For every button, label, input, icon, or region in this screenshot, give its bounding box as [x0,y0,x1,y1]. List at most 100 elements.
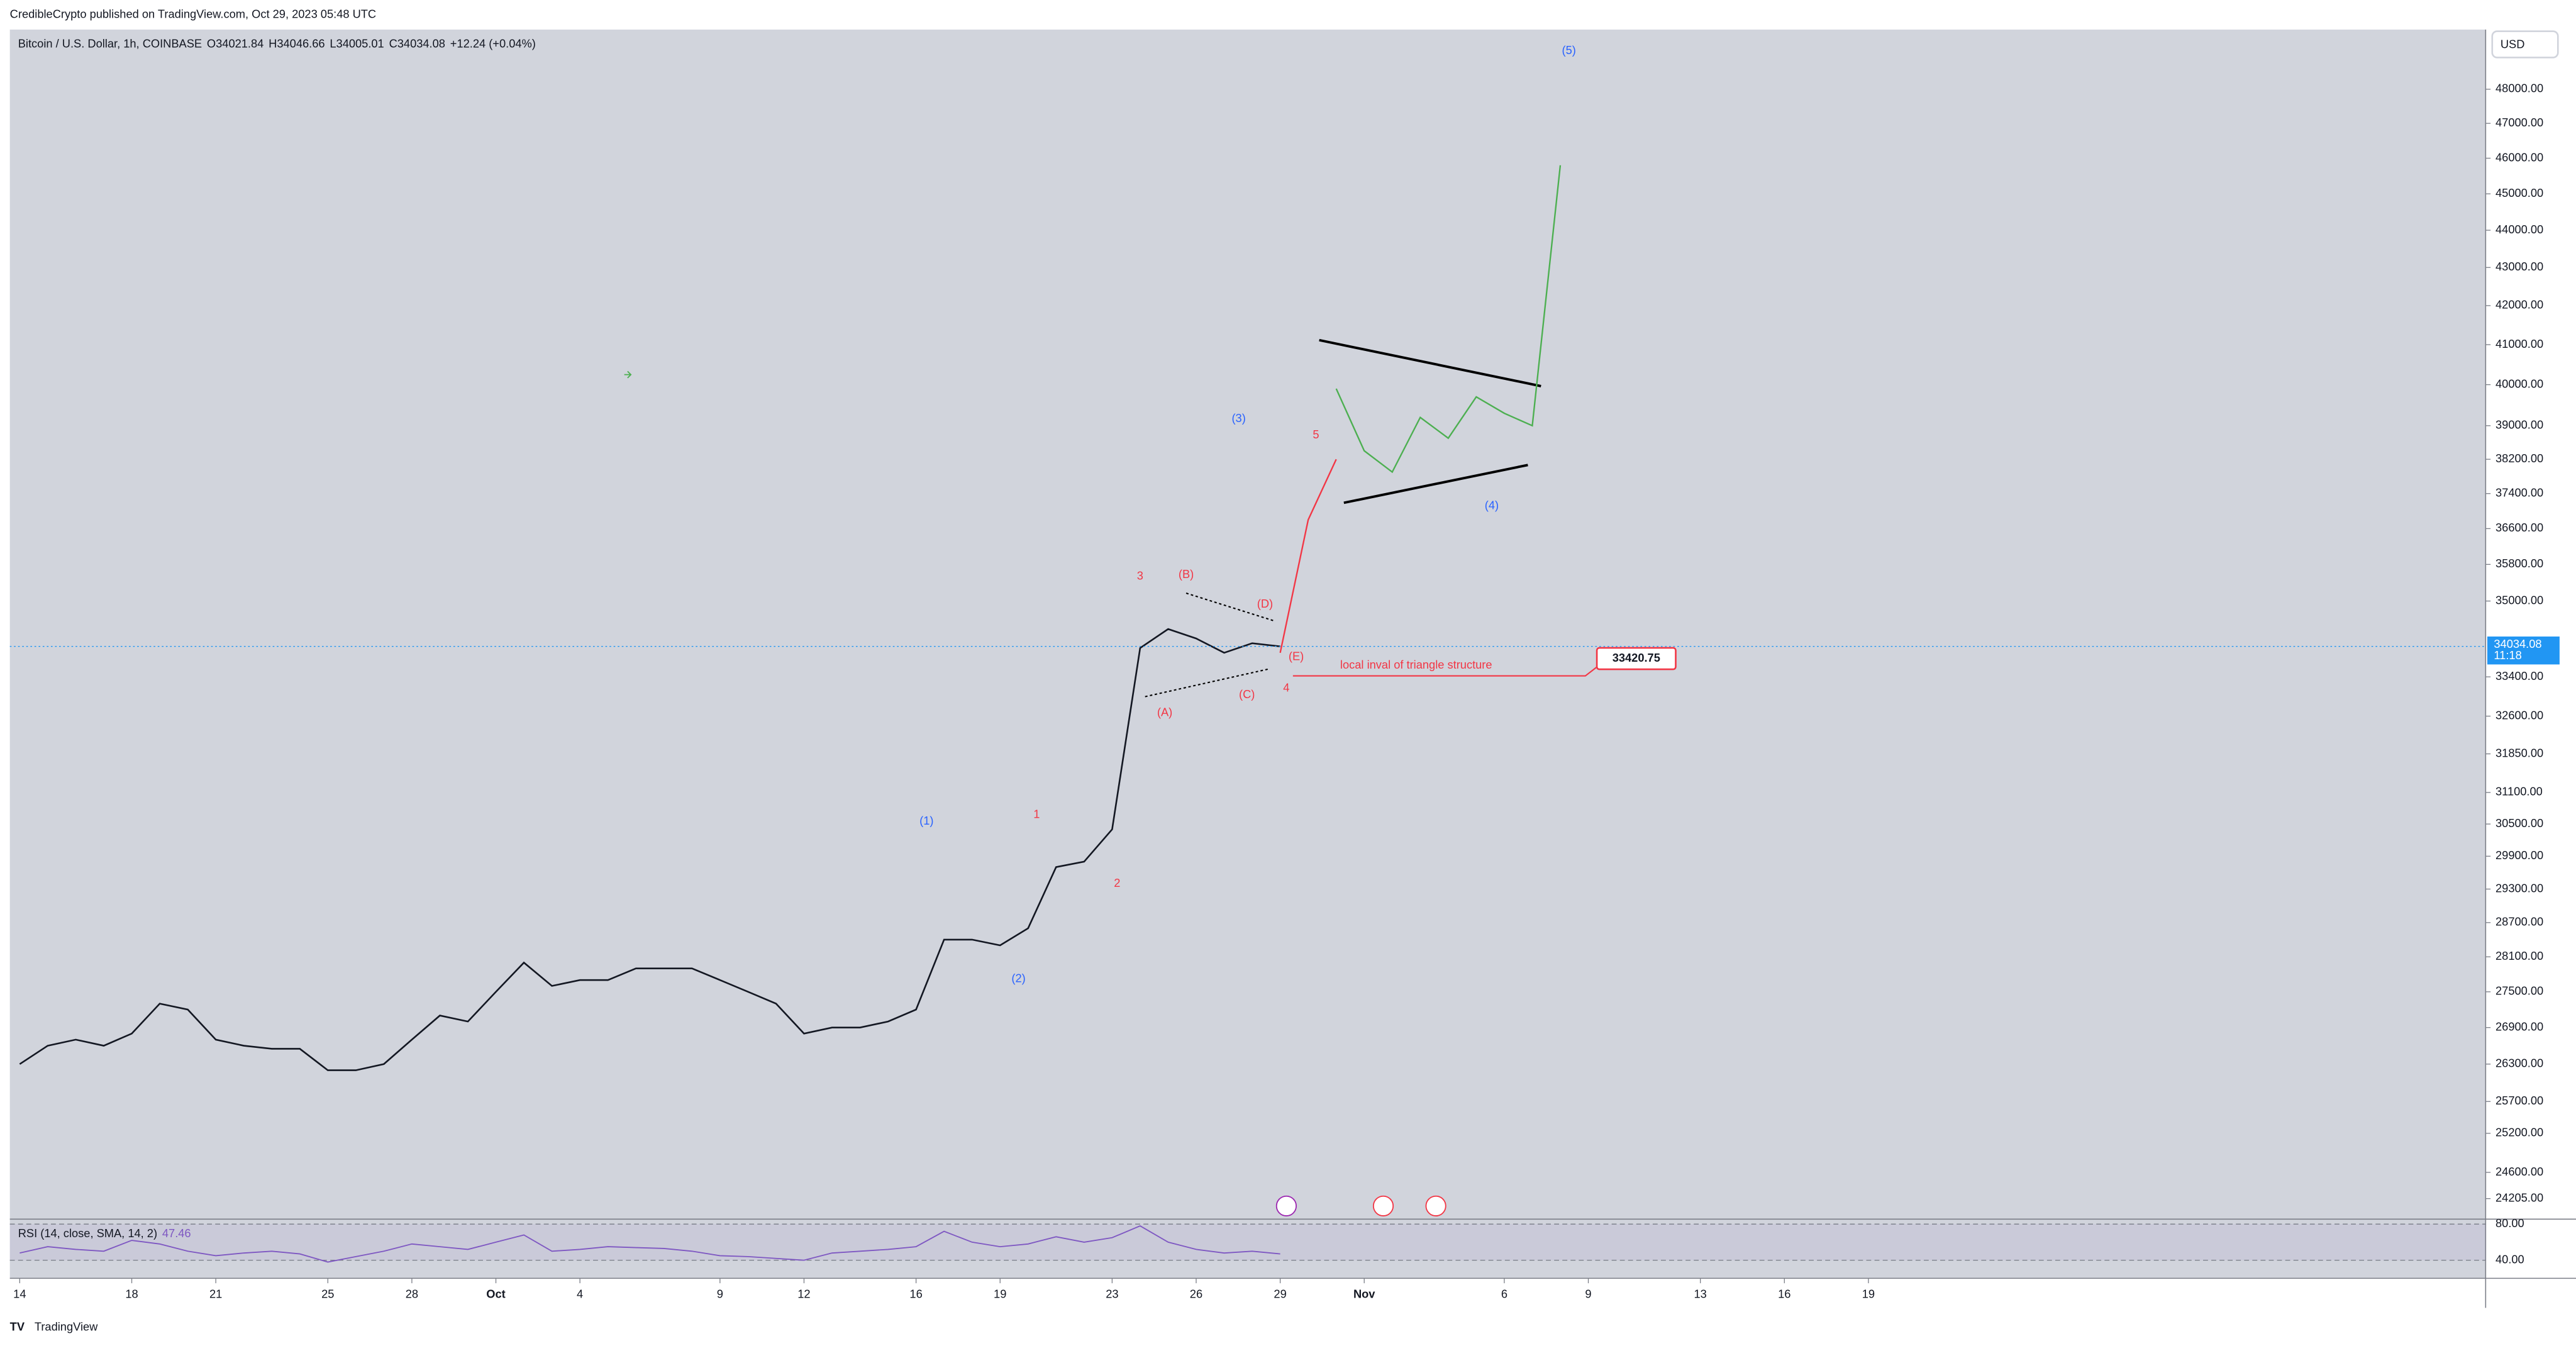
wave-label: 3 [1137,569,1143,582]
event-icon[interactable] [1275,1195,1297,1216]
ohlc: +12.24 (+0.04%) [450,36,536,50]
y-tick-label: 35800.00 [2496,557,2543,570]
y-tick-label: 47000.00 [2496,116,2543,129]
countdown: 11:18 [2494,648,2521,662]
footer: TradingView [35,1320,98,1333]
ohlc: H34046.66 [269,36,325,50]
line [1335,165,1562,474]
wave-label: (C) [1239,687,1255,701]
triangle-line [1145,668,1270,698]
x-tick-label: 29 [1274,1287,1286,1300]
line [1279,459,1337,654]
triangle-line [1319,338,1541,387]
wave-label: 4 [1283,681,1289,694]
rsi-tick-label: 80.00 [2496,1216,2524,1230]
y-tick-label: 44000.00 [2496,223,2543,236]
wave-label: (3) [1231,411,1245,425]
x-tick-label: 4 [577,1287,583,1300]
x-tick-label: Nov [1353,1287,1375,1300]
x-tick-label: 28 [406,1287,418,1300]
x-tick-label: 23 [1106,1287,1118,1300]
y-tick-label: 45000.00 [2496,186,2543,199]
wave-label: (B) [1179,567,1194,581]
y-tick-label: 31100.00 [2496,785,2543,798]
y-tick-label: 24600.00 [2496,1165,2543,1178]
rsi-legend: RSI (14, close, SMA, 14, 2) 47.46 [18,1226,191,1240]
y-tick-label: 28100.00 [2496,949,2543,962]
x-tick-label: 19 [994,1287,1006,1300]
inval-box [1596,647,1677,670]
line [19,1225,1280,1263]
rsi-title: RSI (14, close, SMA, 14, 2) [18,1226,157,1240]
wave-label: (D) [1257,597,1273,610]
arrow-icon [624,370,632,379]
wave-label: (1) [919,814,933,827]
ohlc: L34005.01 [330,36,384,50]
y-tick-label: 35000.00 [2496,593,2543,606]
rsi-tick-label: 40.00 [2496,1252,2524,1265]
currency[interactable]: USD [2501,38,2525,51]
x-tick-label: 26 [1190,1287,1202,1300]
x-tick-label: 6 [1501,1287,1507,1300]
ohlc: O34021.84 [207,36,264,50]
price-tag-label: 34034.08 [2494,637,2541,650]
x-tick-label: 18 [125,1287,138,1300]
x-tick-label: Oct [486,1287,505,1300]
event-icon[interactable] [1372,1195,1394,1216]
rsi-band [9,1224,2486,1260]
x-tick-label: 21 [209,1287,222,1300]
y-tick-label: 25700.00 [2496,1094,2543,1107]
symbol: Bitcoin / U.S. Dollar, 1h, COINBASE [18,36,202,50]
y-tick-label: 33400.00 [2496,669,2543,682]
event-icon[interactable] [1425,1195,1446,1216]
line [19,628,1280,1071]
x-tick-label: 12 [797,1287,810,1300]
wave-label: 5 [1313,428,1319,441]
y-tick-label: 41000.00 [2496,337,2543,350]
y-tick-label: 26900.00 [2496,1020,2543,1033]
y-tick-label: 29900.00 [2496,848,2543,862]
x-tick-label: 9 [1585,1287,1591,1300]
x-tick-label: 14 [13,1287,26,1300]
y-tick-label: 32600.00 [2496,708,2543,721]
legend: Bitcoin / U.S. Dollar, 1h, COINBASE O3402… [18,36,536,50]
wave-label: (2) [1011,972,1025,985]
y-tick-label: 31850.00 [2496,746,2543,759]
y-tick-label: 25200.00 [2496,1126,2543,1139]
y-tick-label: 24205.00 [2496,1191,2543,1204]
wave-label: (E) [1289,650,1304,663]
y-tick-label: 28700.00 [2496,915,2543,928]
inval-label: 33420.75 [1613,651,1660,664]
y-tick-label: 26300.00 [2496,1057,2543,1070]
y-tick-label: 30500.00 [2496,816,2543,830]
ohlc: C34034.08 [389,36,445,50]
y-tick-label: 46000.00 [2496,150,2543,164]
y-tick-label: 37400.00 [2496,486,2543,499]
x-tick-label: 13 [1694,1287,1707,1300]
y-tick-label: 39000.00 [2496,418,2543,431]
wave-label: 1 [1033,808,1040,821]
currency-button[interactable] [2491,30,2559,58]
y-tick-label: 36600.00 [2496,521,2543,534]
x-tick-label: 16 [1778,1287,1790,1300]
triangle-line [1185,592,1275,622]
y-tick-label: 29300.00 [2496,881,2543,894]
price-tag [2487,636,2560,665]
y-tick-label: 38200.00 [2496,452,2543,465]
wave-label: (A) [1157,706,1172,719]
publisher: CredibleCrypto published on TradingView.… [10,7,376,20]
logo: TV [10,1320,25,1333]
triangle-line [1343,464,1528,504]
wave-label: (4) [1485,498,1499,511]
wave-label: 2 [1114,876,1120,889]
wave-label: (5) [1562,43,1576,57]
rsi-value: 47.46 [162,1226,191,1240]
wave-label: local inval of triangle structure [1340,658,1492,671]
x-tick-label: 25 [321,1287,334,1300]
x-tick-label: 16 [909,1287,922,1300]
y-tick-label: 43000.00 [2496,260,2543,273]
y-tick-label: 27500.00 [2496,984,2543,998]
y-tick-label: 48000.00 [2496,82,2543,95]
